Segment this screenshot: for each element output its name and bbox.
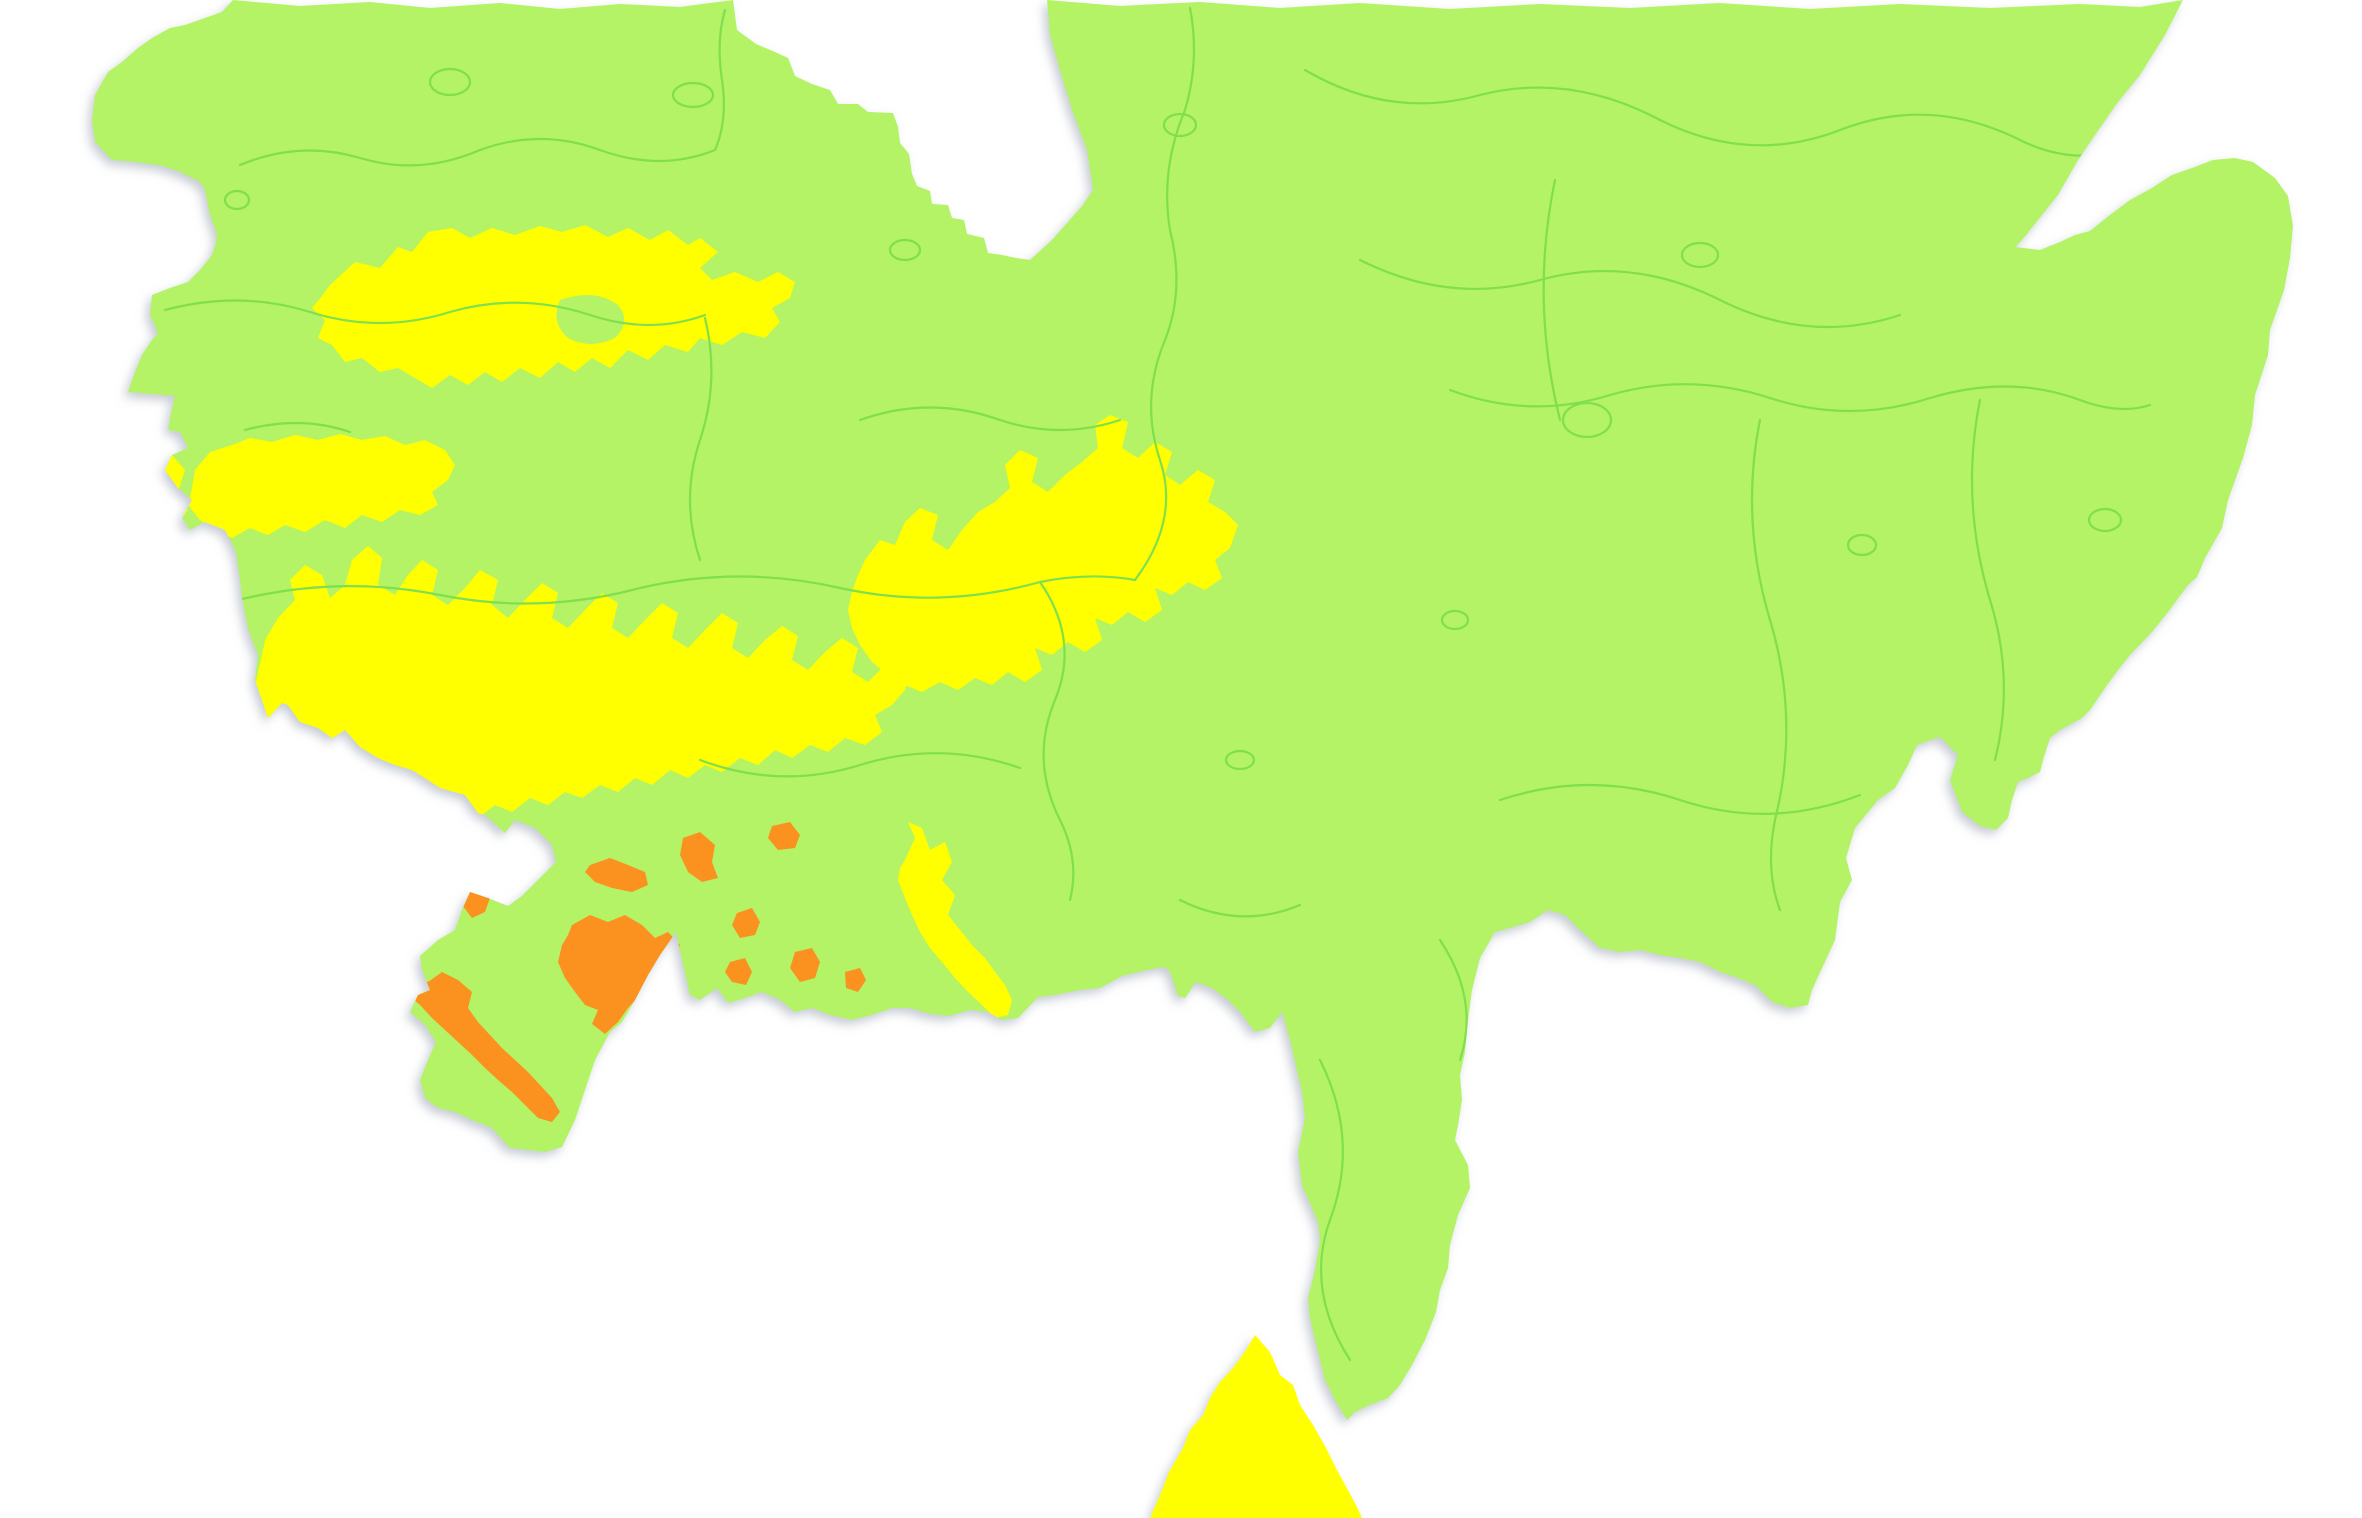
boundary-loop — [428, 67, 472, 97]
boundary-loop — [2087, 507, 2123, 533]
yellow-zone-west-blob — [188, 434, 455, 538]
yellow-zone-south-coastal-strip — [898, 822, 1012, 1018]
orange-zone-blob — [790, 948, 820, 982]
yellow-zone-central-branchy — [848, 415, 1238, 692]
boundary-line — [1178, 898, 1302, 918]
boundary-loop — [1162, 112, 1198, 138]
boundary-line — [1970, 398, 2005, 762]
boundary-loop — [888, 238, 922, 262]
boundary-loop — [1440, 609, 1470, 631]
boundary-loop — [1224, 749, 1256, 771]
orange-zone-central-mass — [558, 915, 680, 1034]
orange-zone-blob — [845, 968, 866, 992]
boundary-line — [1318, 1058, 1352, 1362]
boundary-line — [698, 752, 1022, 778]
boundary-loop — [223, 189, 251, 211]
boundary-line — [1133, 6, 1196, 582]
boundary-loop — [1680, 241, 1720, 269]
boundary-line — [163, 299, 707, 327]
district-boundary-lines — [163, 6, 2152, 1362]
boundary-loop — [1846, 533, 1878, 557]
orange-zone-carpathian-tail — [398, 972, 560, 1122]
boundary-line — [1303, 68, 2122, 157]
boundary-line — [1038, 580, 1075, 902]
boundary-line — [1542, 178, 1562, 422]
landmass-group — [92, 0, 2293, 1518]
detached-yellow-region-south — [1150, 1335, 1362, 1518]
orange-zone-blob — [585, 858, 648, 892]
boundary-line — [1438, 938, 1468, 1062]
boundary-line — [1750, 418, 1788, 912]
boundary-line — [243, 421, 352, 434]
boundary-line — [1448, 383, 2152, 413]
boundary-line — [1358, 258, 1902, 329]
boundary-loop — [671, 81, 715, 109]
boundary-line — [238, 8, 727, 167]
orange-zone-blob — [768, 822, 800, 850]
boundary-line — [1498, 783, 1862, 815]
orange-zone-blob — [732, 908, 760, 938]
boundary-line — [236, 575, 1137, 605]
boundary-line — [688, 316, 713, 562]
orange-zone-blob — [725, 958, 752, 985]
boundary-line — [858, 406, 1122, 432]
orange-zone-blob — [680, 832, 718, 882]
yellow-zone-southwest-branchy — [255, 546, 912, 835]
boundary-loop — [1561, 401, 1613, 439]
